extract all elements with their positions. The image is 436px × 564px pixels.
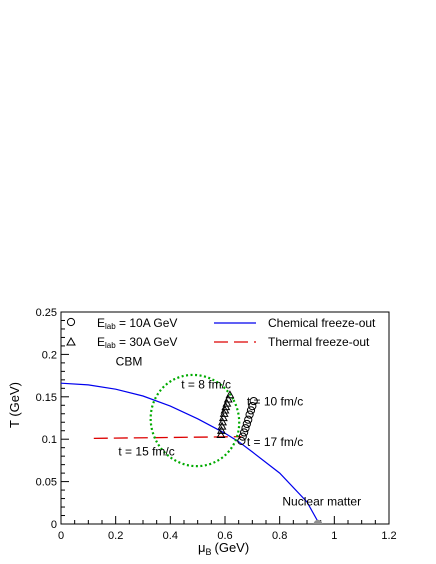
legend-chemical-label: Chemical freeze-out: [268, 316, 376, 330]
circle-marker-10a: [240, 428, 249, 437]
x-tick-label: 1.2: [381, 530, 396, 542]
y-tick-label: 0.1: [42, 434, 57, 446]
circle-marker-10a: [238, 432, 247, 441]
data-markers: [216, 390, 323, 524]
triangle-marker-30a: [216, 425, 226, 434]
legend-30a-label: Elab = 30A GeV: [97, 335, 177, 350]
annotation-label: t = 8 fm/c: [181, 377, 231, 391]
triangle-marker-30a: [217, 421, 227, 430]
cbm-ellipse: [149, 373, 241, 468]
circle-marker-10a: [246, 406, 256, 415]
circle-marker-10a: [237, 436, 246, 445]
y-tick-label: 0.2: [42, 349, 57, 361]
x-axis-ticks: 0 0.2 0.4 0.6 0.8 1 1.2: [58, 516, 397, 542]
x-tick-label: 0.8: [272, 530, 287, 542]
y-tick-label: 0.25: [36, 307, 57, 319]
thermal-freeze-out-line: [93, 436, 242, 440]
annotation-label: CBM: [116, 354, 143, 368]
annotation-label: t = 10 fm/c: [247, 394, 303, 408]
circle-marker-10a: [244, 415, 253, 424]
x-tick-label: 0.6: [217, 530, 232, 542]
x-tick-label: 0.2: [108, 530, 123, 542]
annotations: CBM t = 8 fm/c t = 10 fm/c t = 17 fm/c t = 1…: [116, 354, 361, 508]
triangle-marker-30a: [218, 417, 227, 426]
nuclear-matter-point: [313, 519, 323, 524]
legend-thermal-label: Thermal freeze-out: [268, 335, 370, 349]
x-tick-label: 0: [58, 530, 64, 542]
circle-marker-10a: [245, 410, 254, 419]
chemical-freeze-out-curve: [61, 382, 320, 524]
legend-circle-icon: [66, 317, 76, 327]
legend-10a-label: Elab = 10A GeV: [97, 316, 177, 331]
annotation-label: t = 15 fm/c: [118, 444, 174, 458]
y-tick-label: 0: [51, 519, 57, 531]
triangle-marker-30a: [223, 394, 233, 403]
circle-marker-10a: [249, 396, 258, 406]
legend-triangle-icon: [66, 336, 76, 346]
annotation-label: Nuclear matter: [282, 494, 361, 508]
y-axis-ticks: 0 0.05 0.1 0.15 0.2 0.25: [36, 307, 69, 531]
legend: Elab = 10A GeV Elab = 30A GeV Chemical f…: [66, 316, 376, 350]
triangle-marker-30a: [216, 430, 226, 439]
triangle-marker-30a: [222, 398, 232, 407]
annotation-label: t = 17 fm/c: [247, 435, 303, 449]
triangle-marker-30a: [225, 390, 235, 399]
circle-marker-10a: [248, 402, 257, 411]
y-tick-label: 0.05: [36, 477, 57, 489]
triangle-marker-30a: [218, 413, 228, 422]
x-axis-title: μB (GeV): [198, 540, 249, 557]
y-axis-title: T (GeV): [7, 382, 22, 428]
y-tick-label: 0.15: [36, 392, 57, 404]
circle-marker-10a: [242, 419, 251, 429]
circle-marker-10a: [241, 424, 250, 433]
x-tick-label: 0.4: [163, 530, 178, 542]
x-tick-label: 1: [331, 530, 337, 542]
